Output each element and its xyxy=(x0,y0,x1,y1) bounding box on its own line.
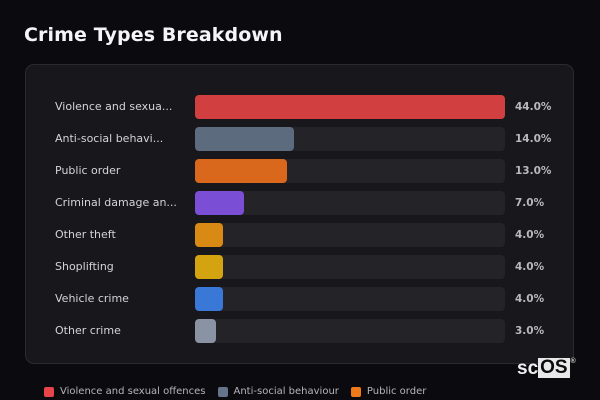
bar-track xyxy=(195,319,505,343)
bar-label: Anti-social behavi... xyxy=(55,132,164,145)
bar-label: Shoplifting xyxy=(55,260,114,273)
legend-item[interactable]: Public order xyxy=(350,386,427,397)
bar-fill[interactable] xyxy=(195,319,217,343)
bar-track xyxy=(195,287,505,311)
bar-value: 13.0% xyxy=(515,165,552,177)
bar-value: 7.0% xyxy=(515,197,545,209)
legend-label: Violence and sexual offences xyxy=(60,386,206,397)
bar-fill[interactable] xyxy=(195,127,294,151)
legend-swatch-icon xyxy=(350,386,361,397)
bar-label: Other theft xyxy=(55,228,116,241)
bar-row[interactable]: Criminal damage an... 7.0% xyxy=(26,191,573,215)
bar-track xyxy=(195,255,505,279)
bar-value: 4.0% xyxy=(515,293,545,305)
legend-swatch-icon xyxy=(44,386,54,397)
bar-value: 4.0% xyxy=(515,261,545,273)
bar-fill[interactable] xyxy=(195,191,245,215)
chart-card: Violence and sexua... 44.0% Anti-social be… xyxy=(25,64,574,364)
legend-item[interactable]: Anti-social behaviour xyxy=(217,386,339,397)
bar-label: Public order xyxy=(55,164,121,177)
chart-legend: Violence and sexual offences Anti-social … xyxy=(44,386,426,397)
bar-fill[interactable] xyxy=(195,255,224,279)
logo-text: sc xyxy=(517,358,539,379)
bar-track xyxy=(195,191,505,215)
bar-track xyxy=(195,159,505,183)
bar-value: 3.0% xyxy=(515,325,545,337)
bar-row[interactable]: Shoplifting 4.0% xyxy=(26,255,573,279)
bar-track xyxy=(195,223,505,247)
bar-label: Criminal damage an... xyxy=(55,196,177,209)
bar-fill[interactable] xyxy=(195,159,287,183)
bar-fill[interactable] xyxy=(195,95,505,119)
bar-label: Vehicle crime xyxy=(55,292,129,305)
bar-row[interactable]: Vehicle crime 4.0% xyxy=(26,287,573,311)
bar-value: 44.0% xyxy=(515,101,552,113)
bar-value: 14.0% xyxy=(515,133,552,145)
bar-row[interactable]: Public order 13.0% xyxy=(26,159,573,183)
bar-value: 4.0% xyxy=(515,229,545,241)
legend-item[interactable]: Violence and sexual offences xyxy=(44,386,206,397)
logo-box-text: OS xyxy=(538,357,570,378)
legend-label: Public order xyxy=(366,386,427,397)
legend-label: Anti-social behaviour xyxy=(233,386,339,397)
bar-label: Other crime xyxy=(55,324,121,337)
bar-track xyxy=(195,127,505,151)
bar-track xyxy=(195,95,505,119)
registered-mark: ® xyxy=(570,358,576,365)
bar-row[interactable]: Other crime 3.0% xyxy=(26,319,573,343)
bar-row[interactable]: Violence and sexua... 44.0% xyxy=(26,95,573,119)
bar-label: Violence and sexua... xyxy=(55,100,173,113)
bar-row[interactable]: Anti-social behavi... 14.0% xyxy=(26,127,573,151)
bar-row[interactable]: Other theft 4.0% xyxy=(26,223,573,247)
bar-fill[interactable] xyxy=(195,223,224,247)
watermark-logo: sc OS ® xyxy=(517,358,576,380)
legend-swatch-icon xyxy=(217,386,228,397)
page-title: Crime Types Breakdown xyxy=(24,24,283,46)
bar-fill[interactable] xyxy=(195,287,224,311)
